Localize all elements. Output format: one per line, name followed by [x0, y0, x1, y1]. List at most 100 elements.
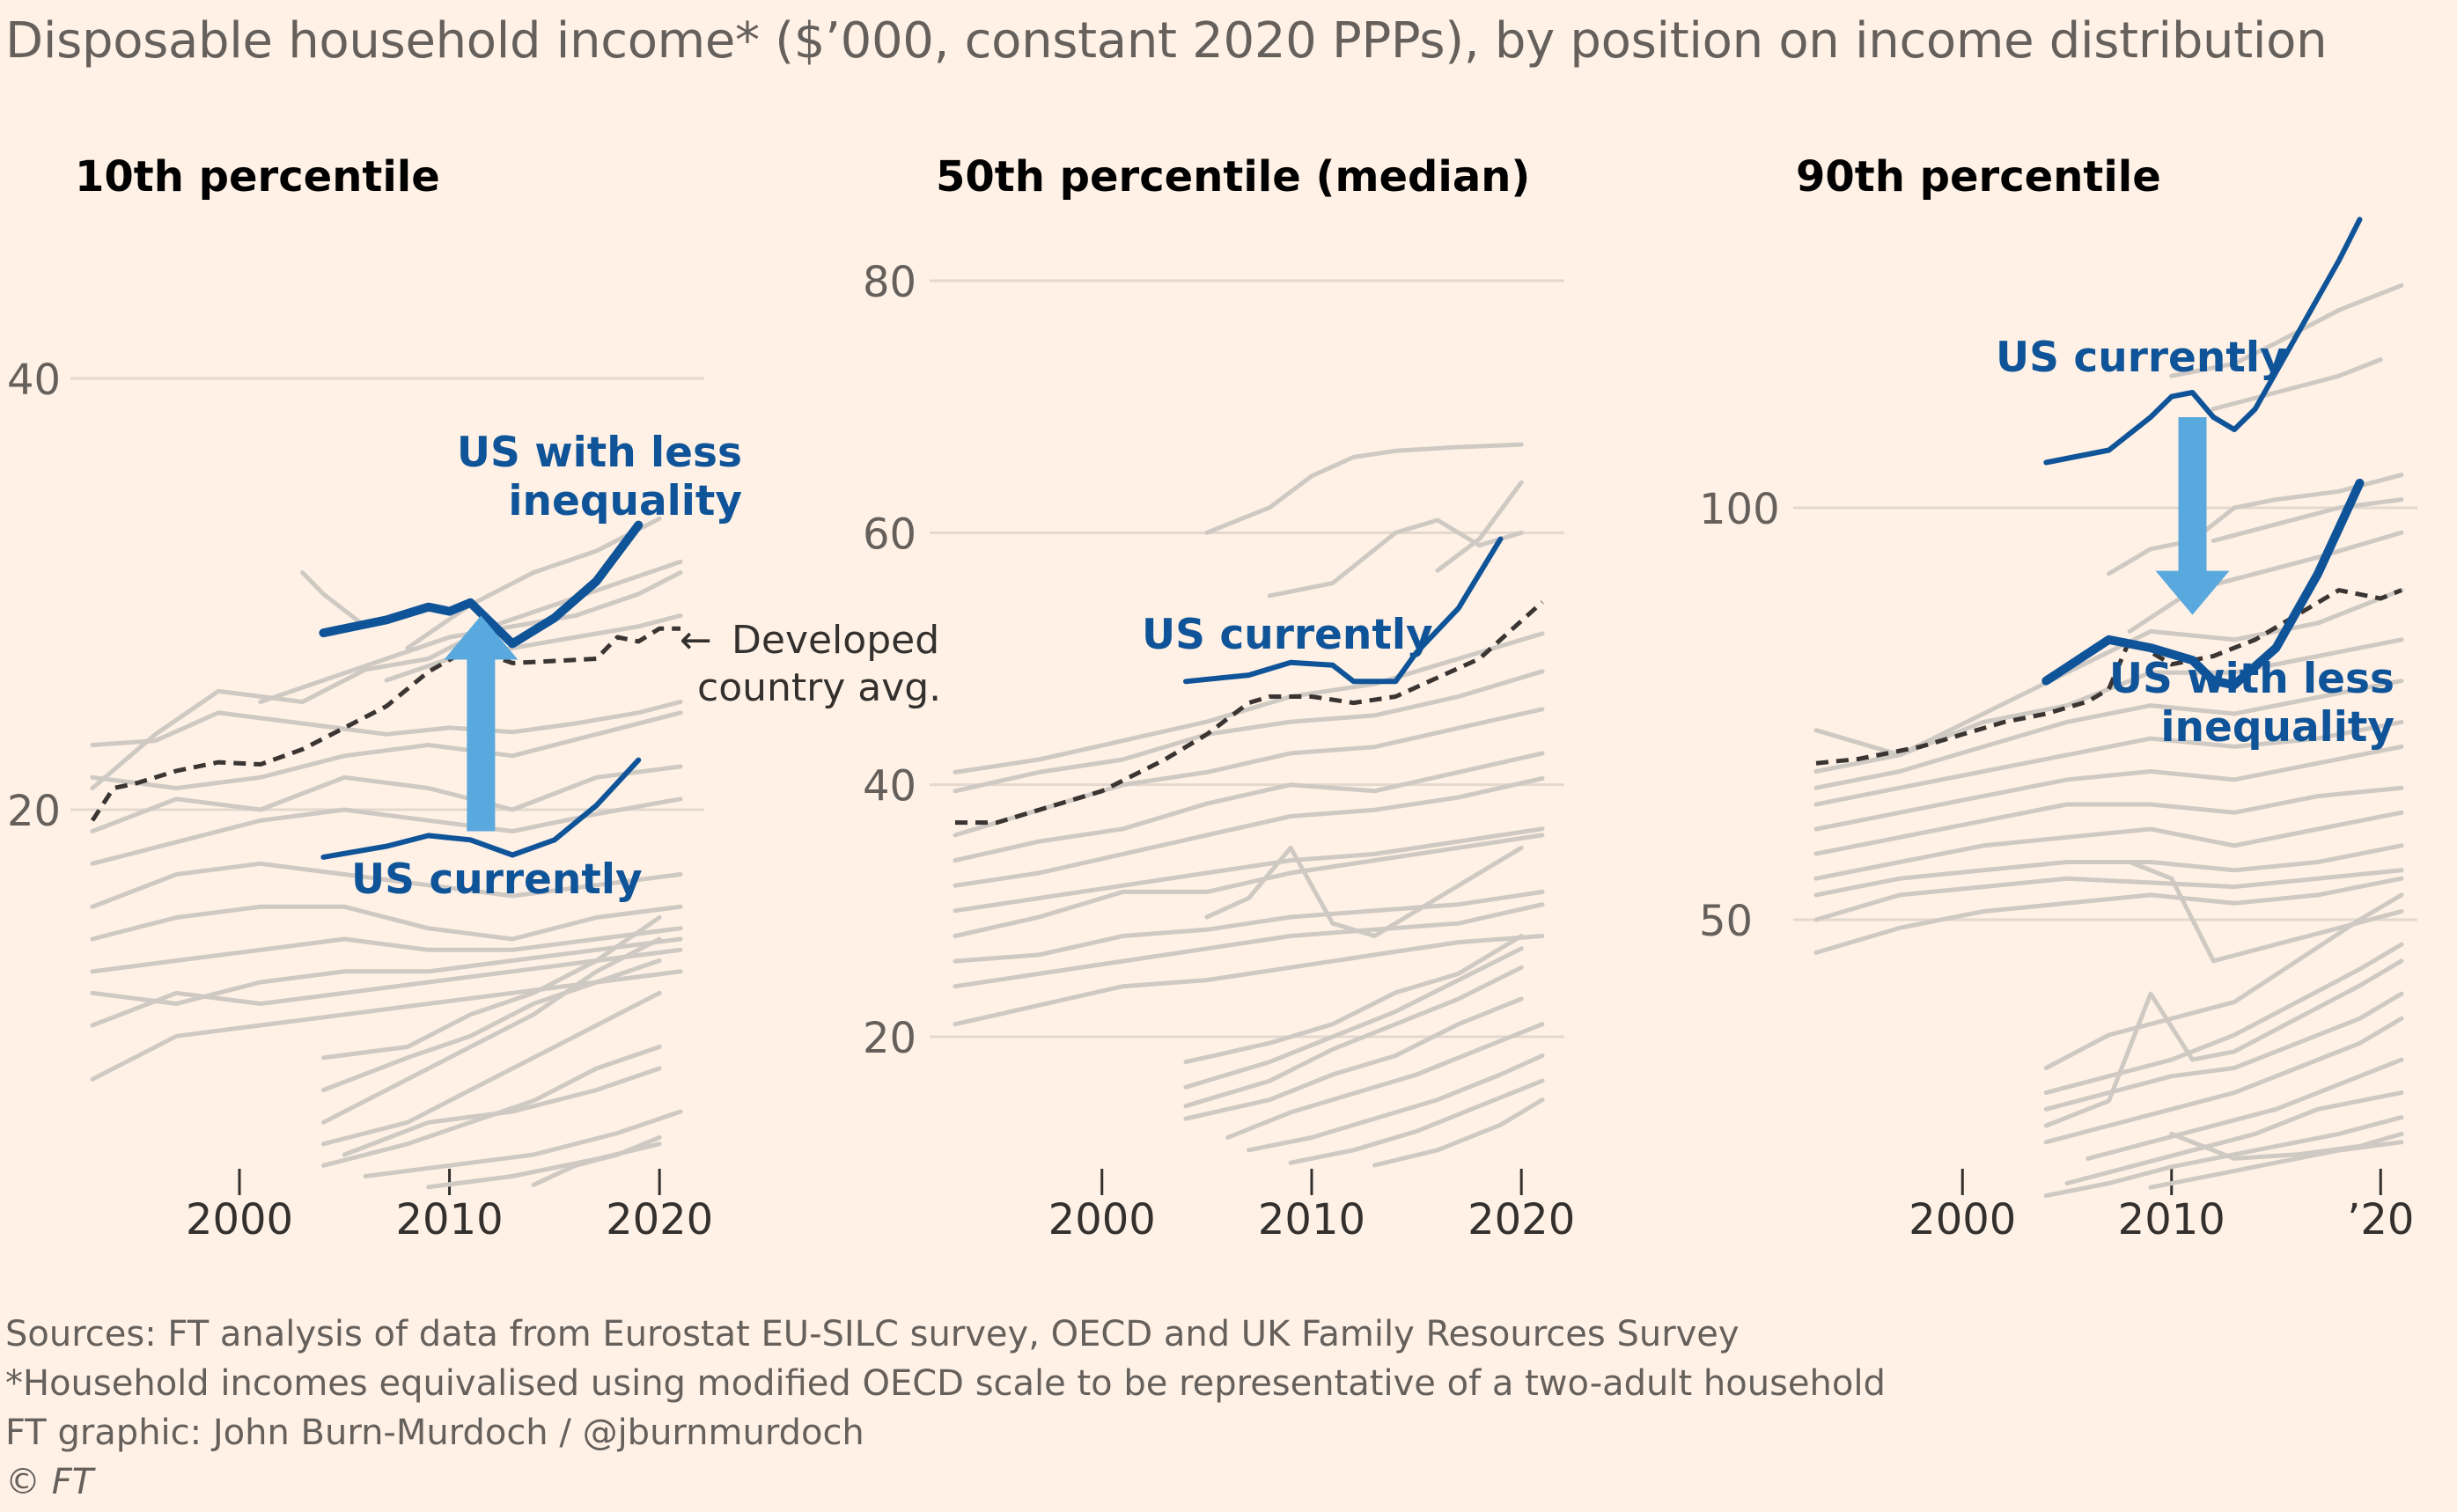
y-tick-label: 20: [7, 787, 61, 836]
series-line-other-country: [953, 776, 1545, 888]
panel-50th-percentile: 50th percentile (median) 20 40 60 80 2000 2010…: [863, 152, 1575, 1244]
x-tick-label: 2010: [2118, 1195, 2225, 1244]
series-line-other-country: [1204, 442, 1524, 535]
x-tick-label: 2020: [1468, 1195, 1575, 1244]
series-line-other-country: [90, 764, 683, 833]
series-line-other-country: [90, 936, 683, 1006]
series-line-other-country: [90, 710, 683, 790]
series-line-other-country: [2169, 1131, 2404, 1161]
label-developed-2: country avg.: [697, 665, 941, 710]
series-line-other-country: [953, 669, 1545, 794]
series-line-developed-avg: [955, 600, 1544, 826]
series-line-other-country: [953, 902, 1545, 989]
series-line-developed-avg: [90, 626, 680, 822]
series-line-other-country: [320, 958, 662, 1092]
series-line-other-country: [1813, 637, 2404, 774]
series-line-other-country: [1372, 1097, 1545, 1168]
avg-pointer-arrow: ←: [680, 618, 712, 663]
label-right-us-currently: US currently: [1996, 334, 2287, 382]
series-line-us-less-inequality: [319, 520, 644, 649]
x-tick-label: 2010: [395, 1195, 503, 1244]
series-line-other-country: [1813, 868, 2404, 922]
series-line-other-country: [2107, 473, 2404, 576]
arrow-down: [2155, 417, 2230, 615]
series-line-us-currently: [2043, 217, 2363, 466]
series-line-other-country: [953, 889, 1545, 964]
series-line-other-country: [2169, 283, 2404, 378]
label-right-us-with-less-2: inequality: [2160, 703, 2394, 752]
chart-title: Disposable household income* ($’000, con…: [5, 12, 2328, 70]
label-mid-us-currently: US currently: [1142, 611, 1433, 659]
y-tick-label: 40: [863, 762, 916, 811]
series-line-other-country: [1813, 843, 2404, 898]
series-line-other-country: [953, 751, 1545, 863]
series-line-other-country: [953, 631, 1545, 774]
series-line-other-country: [2211, 497, 2404, 543]
series-line-other-country: [1204, 845, 1524, 938]
series-line-other-country: [90, 947, 683, 1028]
series-line-other-country: [2064, 1090, 2404, 1185]
chart-footer: Sources: FT analysis of data from Eurost…: [5, 1310, 1886, 1507]
series-line-other-country: [90, 904, 683, 942]
series-line-other-country: [1247, 1053, 1545, 1153]
series-line-other-country: [2086, 1057, 2404, 1161]
series-line-other-country: [342, 1066, 662, 1157]
y-tick-label: 40: [7, 356, 61, 405]
series-line-other-country: [1813, 876, 2404, 955]
x-tick-label: 2010: [1258, 1195, 1365, 1244]
x-tick-label: 2020: [606, 1195, 713, 1244]
x-tick-label: 2000: [1048, 1195, 1156, 1244]
y-tick-label: 80: [863, 258, 916, 307]
series-line-other-country: [90, 559, 683, 790]
x-tick-label: 2000: [186, 1195, 293, 1244]
series-line-other-country: [2043, 1115, 2404, 1199]
series-line-other-country: [1813, 719, 2404, 807]
series-line-us-currently: [320, 757, 642, 860]
series-line-other-country: [2211, 357, 2383, 412]
series-line-other-country: [90, 926, 683, 974]
series-line-other-country: [1225, 1022, 1545, 1140]
arrow-up: [444, 615, 519, 832]
series-line-other-country: [384, 613, 683, 683]
series-line-other-country: [405, 516, 662, 650]
series-line-other-country: [320, 936, 662, 1125]
series-line-other-country: [1267, 517, 1524, 598]
series-line-other-country: [320, 915, 662, 1061]
label-developed-1: Developed: [732, 618, 939, 663]
y-tick-label: 50: [1699, 897, 1753, 946]
series-line-other-country: [2043, 958, 2404, 1128]
series-line-other-country: [1813, 810, 2404, 881]
series-line-other-country: [320, 1045, 662, 1168]
label-left-us-with-less-2: inequality: [508, 477, 742, 525]
series-line-other-country: [90, 969, 683, 1082]
series-line-other-country: [1183, 996, 1524, 1121]
series-line-other-country: [531, 1134, 662, 1187]
series-line-other-country: [1183, 946, 1524, 1090]
series-line-other-country: [320, 990, 662, 1147]
series-line-other-country: [953, 934, 1545, 1027]
series-line-other-country: [1183, 965, 1524, 1109]
y-tick-label: 60: [863, 510, 916, 559]
x-tick-label: 2000: [1909, 1195, 2016, 1244]
series-line-developed-avg: [1815, 588, 2402, 766]
series-line-other-country: [1813, 785, 2404, 856]
series-line-other-country: [953, 826, 1545, 914]
footer-note: *Household incomes equivalised using mod…: [5, 1363, 1886, 1404]
x-tick-label: ’20: [2347, 1195, 2414, 1244]
label-left-us-with-less-1: US with less: [457, 429, 742, 477]
series-line-other-country: [90, 700, 683, 747]
panel-90th-percentile: 90th percentile 50 100 2000 2010 ’20: [1699, 152, 2417, 1244]
series-line-us-less-inequality: [2041, 478, 2365, 690]
series-line-other-country: [1288, 1078, 1545, 1165]
series-line-other-country: [1813, 744, 2404, 832]
series-line-other-country: [2043, 892, 2404, 1070]
series-line-us-currently: [1183, 536, 1504, 685]
y-tick-label: 20: [863, 1014, 916, 1063]
panel-title: 10th percentile: [75, 152, 440, 202]
label-right-us-with-less-1: US with less: [2109, 655, 2394, 703]
y-tick-label: 100: [1699, 485, 1780, 534]
series-line-other-country: [1183, 934, 1524, 1065]
series-line-other-country: [300, 570, 368, 629]
series-line-other-country: [363, 1109, 683, 1178]
